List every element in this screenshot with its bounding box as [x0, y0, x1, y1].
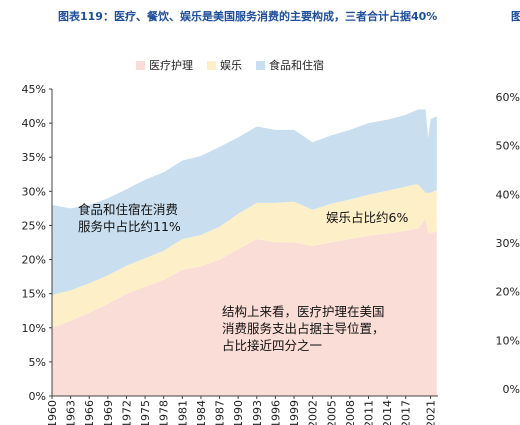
x-tick-label: 2002: [307, 400, 320, 425]
x-tick-label: 1990: [232, 400, 245, 425]
right-y-tick-label: 20%: [496, 286, 520, 299]
x-tick-label: 1993: [251, 400, 264, 425]
y-tick-label: 15%: [22, 288, 46, 301]
x-tick-label: 2014: [381, 400, 394, 425]
x-tick-label: 1966: [83, 400, 96, 425]
x-tick-label: 1996: [269, 400, 282, 425]
legend-item-entertainment: 娱乐: [207, 57, 242, 73]
y-tick-label: 35%: [22, 151, 46, 164]
axes-layer: 0% 5% 10% 15% 20% 25% 30% 35% 40% 45% 1960 1963 1966…: [22, 83, 438, 425]
area-layer: [52, 109, 437, 396]
area-food-lodging: [52, 109, 437, 295]
right-y-tick-label: 0%: [503, 383, 520, 396]
annotation-healthcare: 占比接近四分之一: [222, 338, 322, 353]
y-tick-label: 45%: [22, 83, 46, 96]
x-tick-label: 1963: [65, 400, 78, 425]
annotation-healthcare: 结构上来看，医疗护理在美国: [222, 304, 385, 319]
annotation-entertainment: 娱乐占比约6%: [326, 210, 408, 225]
chart-title: 图表119：医疗、餐饮、娱乐是美国服务消费的主要构成，三者合计占据40%: [58, 10, 438, 23]
right-y-tick-label: 40%: [496, 188, 520, 201]
x-tick-label: 2008: [344, 400, 357, 425]
x-tick-label: 1978: [158, 400, 171, 425]
area-healthcare: [52, 218, 437, 396]
y-tick-label: 30%: [22, 185, 46, 198]
right-y-tick-label: 30%: [496, 237, 520, 250]
right-y-tick-label: 10%: [496, 334, 520, 347]
annotation-food-lodging: 食品和住宿在消费: [78, 202, 178, 217]
chart-legend: 医疗护理 娱乐 食品和住宿: [136, 57, 324, 73]
x-tick-label: 1984: [195, 400, 208, 425]
x-tick-label: 2021: [425, 400, 438, 425]
x-tick-label: 1981: [176, 400, 189, 425]
annotation-food-lodging: 服务中占比约11%: [78, 219, 181, 234]
legend-swatch-healthcare: [136, 60, 145, 70]
right-chart-axis: 60% 50% 40% 30% 20% 10% 0%: [496, 91, 520, 396]
legend-swatch-food-lodging: [256, 60, 265, 70]
y-tick-label: 20%: [22, 254, 46, 267]
right-y-tick-label: 50%: [496, 140, 520, 153]
y-tick-label: 40%: [22, 117, 46, 130]
x-tick-label: 1987: [214, 400, 227, 425]
y-tick-label: 10%: [22, 322, 46, 335]
area-entertainment: [52, 184, 437, 328]
x-tick-label: 1969: [102, 400, 115, 425]
annotation-healthcare: 消费服务支出占据主导位置，: [222, 321, 385, 336]
x-tick-label: 2017: [400, 400, 413, 425]
y-tick-label: 5%: [29, 356, 46, 369]
x-tick-label: 2011: [362, 400, 375, 425]
x-tick-label: 1960: [46, 400, 59, 425]
legend-swatch-entertainment: [207, 60, 216, 70]
y-tick-label: 25%: [22, 219, 46, 232]
x-tick-label: 1999: [288, 400, 301, 425]
legend-item-food-lodging: 食品和住宿: [256, 57, 324, 73]
y-tick-label: 0%: [29, 390, 46, 403]
legend-item-healthcare: 医疗护理: [136, 57, 193, 73]
right-y-tick-label: 60%: [496, 91, 520, 104]
legend-label-food-lodging: 食品和住宿: [269, 59, 324, 72]
x-tick-label: 1975: [139, 400, 152, 425]
x-tick-label: 2005: [325, 400, 338, 425]
legend-label-entertainment: 娱乐: [220, 59, 242, 72]
legend-label-healthcare: 医疗护理: [149, 59, 193, 72]
right-chart-title-fragment: 图: [511, 10, 520, 23]
x-tick-label: 1972: [120, 400, 133, 425]
